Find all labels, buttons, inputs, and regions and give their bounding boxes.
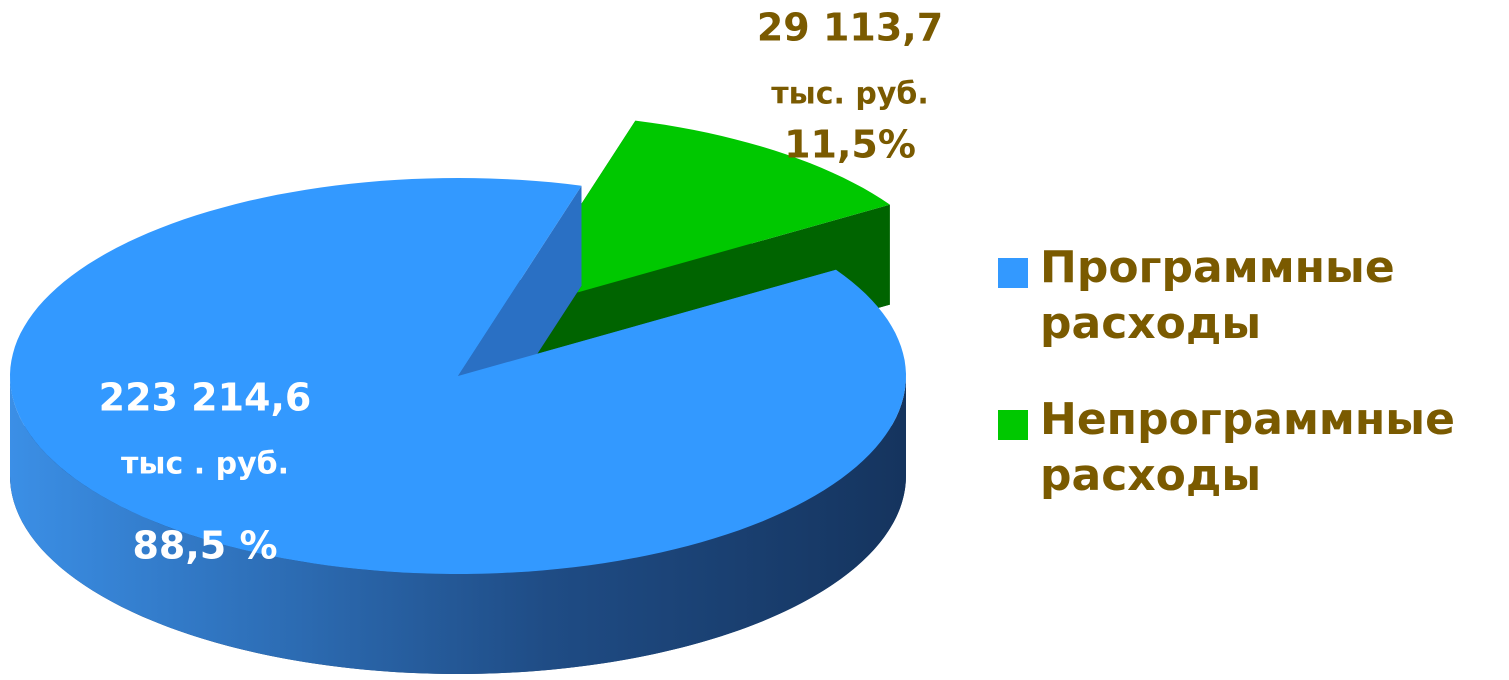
unit-label: тыс . руб. <box>121 447 289 482</box>
legend-swatch <box>998 410 1028 440</box>
percent-label: 88,5 % <box>132 524 277 568</box>
slice <box>10 178 906 574</box>
legend-entry: Непрограммные расходы <box>998 392 1488 504</box>
unit-label: тыс. руб. <box>771 77 929 112</box>
slice-side <box>10 376 906 674</box>
slice <box>511 120 890 311</box>
legend-label: Программные расходы <box>1040 242 1395 349</box>
legend-entry: Программные расходы <box>998 240 1488 352</box>
percent-label: 11,5% <box>784 123 916 167</box>
legend: Программные расходы Непрограммные расходы <box>998 240 1488 544</box>
value-label: 223 214,6 <box>99 376 312 420</box>
legend-swatch <box>998 258 1028 288</box>
value-label: 29 113,7 <box>757 6 943 50</box>
legend-label: Непрограммные расходы <box>1040 394 1455 501</box>
